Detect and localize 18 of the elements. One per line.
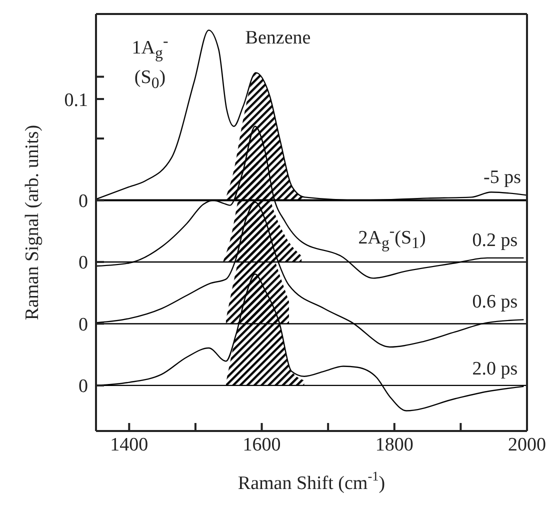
y-axis-title: Raman Signal (arb. units) <box>22 124 42 320</box>
y-tick-label: 0 <box>78 252 88 274</box>
series-label: -5 ps <box>484 167 521 188</box>
y-tick-label: 0.1 <box>64 90 88 111</box>
y-tick-label: 0 <box>78 314 88 336</box>
annotation: 2A$_{g}$$^{-}$(S$_{1}$) <box>358 223 426 252</box>
series-label: 0.2 ps <box>472 230 518 251</box>
x-tick-label: 1400 <box>110 434 148 456</box>
y-tick-label: 0 <box>78 190 88 212</box>
x-axis-title: Raman Shift (cm$^{-1}$) <box>238 468 386 494</box>
series-label: 2.0 ps <box>472 358 518 380</box>
x-tick-label: 1600 <box>242 434 281 456</box>
annotation: (S$_{0}$) <box>134 67 166 92</box>
series-label: 0.6 ps <box>472 292 518 313</box>
x-tick-label: 1800 <box>375 434 414 456</box>
annotation: Benzene <box>245 28 311 48</box>
x-tick-label: 2000 <box>508 434 546 456</box>
y-tick-label: 0 <box>78 376 88 398</box>
